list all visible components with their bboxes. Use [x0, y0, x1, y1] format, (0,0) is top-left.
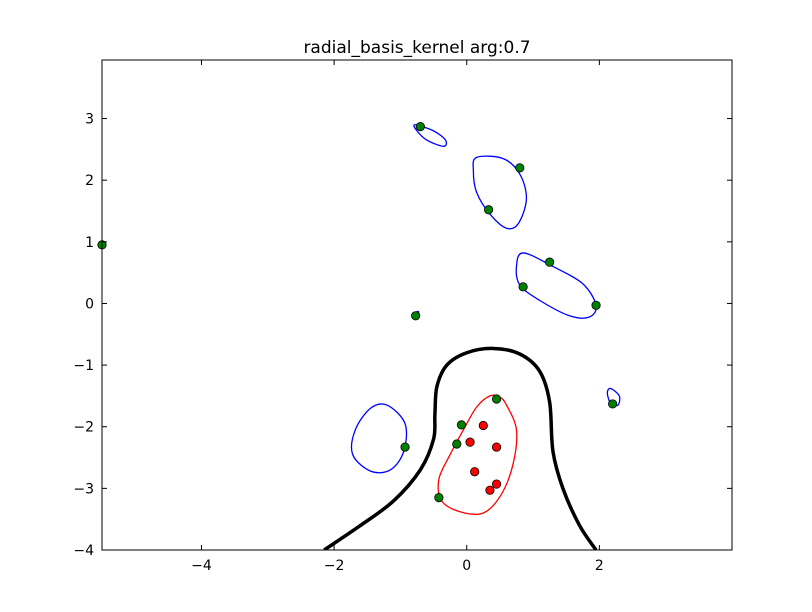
- green-data-point: [591, 300, 601, 310]
- y-tick-label: 3: [85, 112, 94, 128]
- blue-margin-contour-5: [472, 155, 528, 230]
- green-data-point: [491, 394, 502, 404]
- chart-title: radial_basis_kernel arg:0.7: [303, 38, 530, 58]
- x-tick-label: 0: [462, 558, 471, 574]
- y-tick-label: −4: [73, 543, 94, 559]
- blue-margin-contour-6: [515, 252, 597, 319]
- red-data-point: [491, 479, 502, 489]
- red-data-point: [465, 437, 475, 447]
- x-axis: −4 −2 0 2: [191, 60, 604, 574]
- blue-margin-contour-4: [413, 124, 448, 147]
- x-tick-label: 2: [595, 558, 604, 574]
- green-data-point: [456, 420, 467, 430]
- red-data-point: [491, 442, 502, 452]
- x-tick-label: −2: [324, 558, 345, 574]
- green-data-point: [411, 311, 421, 321]
- y-tick-label: 1: [85, 235, 94, 251]
- green-data-point: [400, 442, 410, 452]
- y-axis: −4 −3 −2 −1 0 1 2 3: [73, 112, 732, 559]
- green-data-point: [484, 205, 494, 215]
- y-tick-label: −3: [73, 481, 94, 497]
- red-data-point: [478, 420, 488, 431]
- red-data-point: [470, 467, 480, 477]
- green-data-point: [434, 493, 444, 503]
- green-data-point: [452, 439, 462, 449]
- contour-lines: [323, 124, 621, 550]
- blue-margin-contour-2: [350, 403, 408, 474]
- green-data-point: [608, 399, 618, 409]
- decision-boundary-line: [323, 346, 598, 550]
- red-data-point: [485, 485, 495, 495]
- y-tick-label: −2: [73, 420, 94, 436]
- x-tick-label: −4: [191, 558, 212, 574]
- y-tick-label: 2: [85, 173, 94, 189]
- green-data-point: [518, 282, 528, 292]
- y-tick-label: −1: [73, 358, 94, 374]
- plot-frame: [101, 59, 733, 551]
- plot-area: [102, 60, 732, 550]
- y-tick-label: 0: [85, 296, 94, 312]
- green-data-point: [415, 121, 425, 132]
- green-data-point: [515, 163, 525, 173]
- red-margin-contour-1: [437, 394, 518, 516]
- green-data-point: [545, 257, 555, 267]
